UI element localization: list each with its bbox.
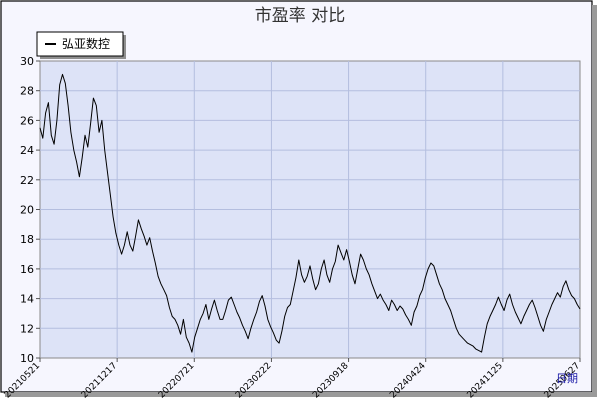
series-line-0	[39, 73, 581, 353]
y-tick-label: 10	[20, 352, 34, 365]
grid-lines	[40, 61, 580, 358]
y-tick-label: 14	[20, 293, 34, 306]
y-tick-labels: 10 12 14 16 18 20 22 24 26 28 30	[20, 55, 40, 365]
y-tick-label: 30	[20, 55, 34, 68]
y-tick-label: 26	[20, 114, 34, 127]
outer-shadow-right	[592, 5, 597, 397]
legend-label: 弘亚数控	[62, 36, 110, 51]
x-axis-label: 日期	[556, 372, 578, 385]
y-tick-label: 18	[20, 233, 34, 246]
series-layer	[39, 73, 581, 353]
y-tick-label: 24	[20, 144, 34, 157]
y-tick-label: 22	[20, 174, 34, 187]
y-tick-label: 16	[20, 263, 34, 276]
y-tick-label: 20	[20, 204, 34, 217]
outer-shadow-bottom	[5, 392, 597, 397]
y-tick-label: 12	[20, 322, 34, 335]
chart-title: 市盈率 对比	[255, 6, 345, 26]
y-tick-label: 28	[20, 85, 34, 98]
